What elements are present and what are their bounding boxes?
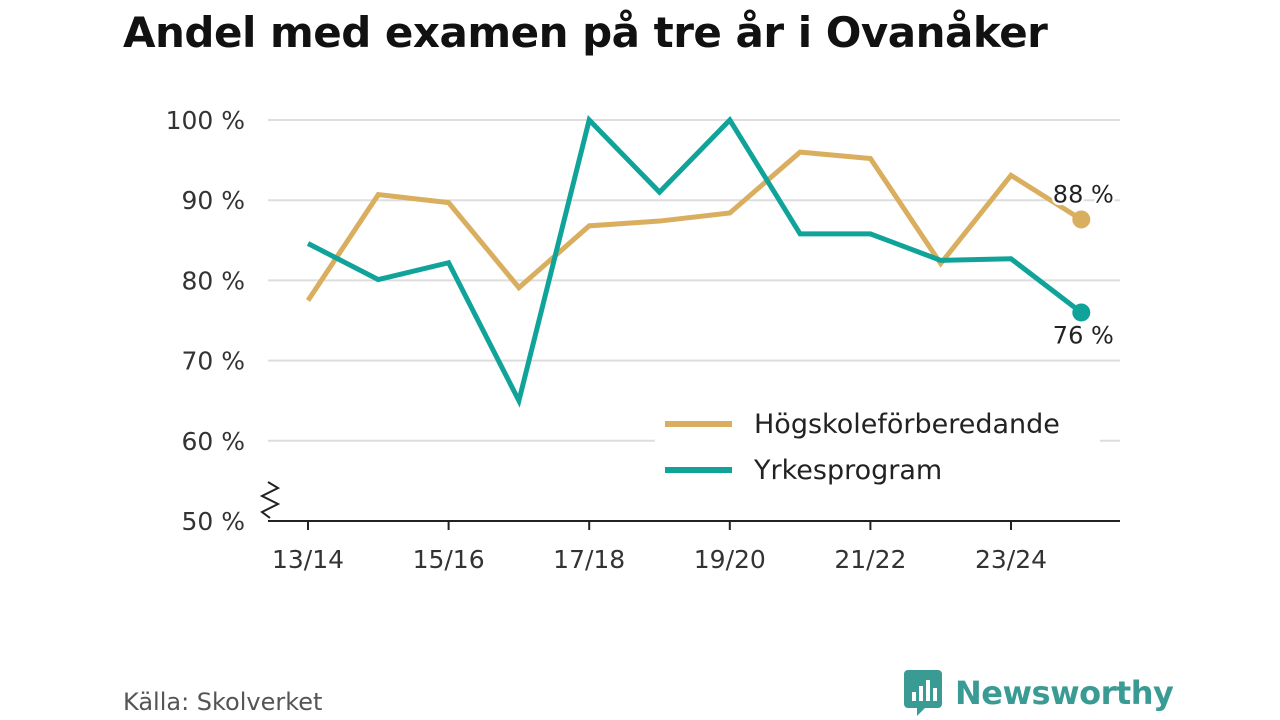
series-end-point bbox=[1072, 303, 1091, 322]
legend-box bbox=[655, 398, 1100, 490]
data-labels: 88 %88 %76 %76 % bbox=[1050, 178, 1116, 352]
legend: Högskoleförberedande Yrkesprogram bbox=[655, 398, 1100, 490]
newsworthy-logo-icon bbox=[904, 670, 942, 716]
data-label-halo: 76 % bbox=[1053, 321, 1114, 349]
y-tick-label: 80 % bbox=[181, 266, 245, 295]
x-tick-label: 15/16 bbox=[413, 545, 485, 574]
legend-label: Högskoleförberedande bbox=[754, 409, 1060, 440]
x-tick-label: 21/22 bbox=[834, 545, 906, 574]
source-note: Källa: Skolverket bbox=[123, 688, 323, 716]
series-lines bbox=[305, 115, 1091, 408]
x-tick-label: 17/18 bbox=[553, 545, 625, 574]
legend-label: Yrkesprogram bbox=[753, 455, 942, 486]
grid-lines bbox=[268, 119, 1120, 442]
chart-title: Andel med examen på tre år i Ovanåker bbox=[123, 8, 1048, 57]
brand-name: Newsworthy bbox=[955, 674, 1174, 712]
x-tick-label: 19/20 bbox=[694, 545, 766, 574]
x-tick-label: 23/24 bbox=[975, 545, 1047, 574]
y-tick-label: 100 % bbox=[166, 106, 245, 135]
y-tick-label: 90 % bbox=[181, 186, 245, 215]
series-end-point bbox=[1072, 210, 1091, 229]
series-line bbox=[306, 115, 1083, 408]
data-label: 88 % bbox=[1053, 180, 1114, 208]
axes: 50 % 60 % 70 % 80 % 90 % 100 % 13/14 15/16 17/18… bbox=[166, 106, 1120, 574]
series-line bbox=[305, 149, 1083, 302]
y-tick-label: 60 % bbox=[181, 427, 245, 456]
x-tick-label: 13/14 bbox=[272, 545, 344, 574]
data-label-halo: 88 % bbox=[1053, 180, 1114, 208]
y-tick-label: 70 % bbox=[181, 347, 245, 376]
y-tick-label: 50 % bbox=[181, 507, 245, 536]
brand: Newsworthy bbox=[903, 668, 1174, 718]
axis-break-mark bbox=[259, 481, 281, 519]
data-label: 76 % bbox=[1053, 321, 1114, 349]
